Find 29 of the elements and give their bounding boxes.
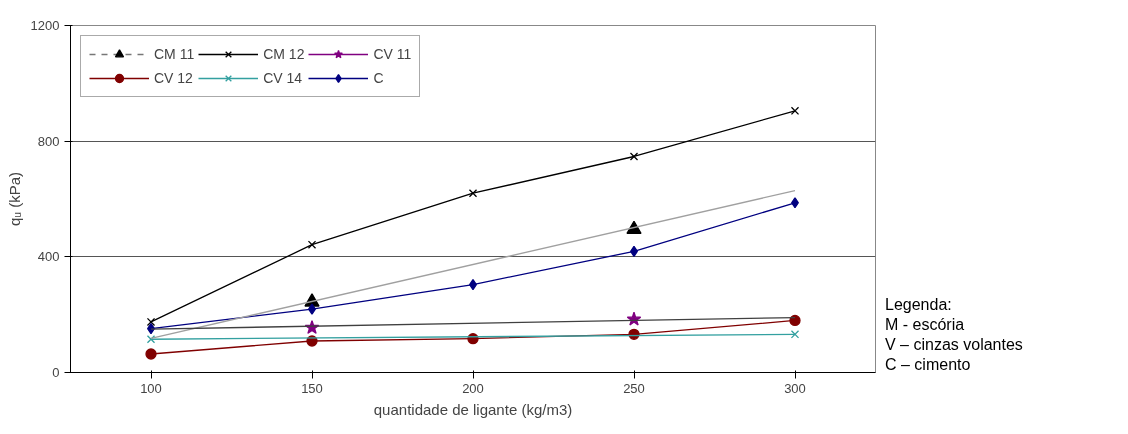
y-tick-label: 800 <box>37 133 60 149</box>
point <box>307 240 317 249</box>
legend-label: CM 11 <box>154 46 195 62</box>
text: M - escória <box>885 315 966 335</box>
text: V – cinzas volantes <box>885 335 1023 355</box>
point <box>146 335 156 344</box>
y-tick-label: 0 <box>52 365 60 380</box>
legend-label: CV 14 <box>263 70 303 86</box>
x-tick-label: 100 <box>140 380 162 396</box>
point <box>468 189 478 198</box>
y-axis-title: qᵤ (kPa) <box>5 171 23 227</box>
legend-label: CV 12 <box>154 70 193 86</box>
x-axis-title: quantidade de ligante (kg/m3) <box>373 400 573 418</box>
point <box>146 317 156 327</box>
x-tick-label: 300 <box>784 380 806 396</box>
legend-label: CM 12 <box>263 46 305 62</box>
point <box>145 348 157 360</box>
y-tick-label: 400 <box>37 249 60 265</box>
point <box>629 152 639 161</box>
x-tick-label: 150 <box>301 380 323 396</box>
point <box>790 106 800 115</box>
legend-label: CV 11 <box>373 46 412 62</box>
x-tick-label: 250 <box>623 380 645 396</box>
text: C – cimento <box>885 355 972 375</box>
y-tick-label: 1200 <box>30 18 60 33</box>
x-tick-label: 200 <box>462 380 484 396</box>
legend-label: C <box>373 70 385 86</box>
text: Legenda: <box>885 295 953 315</box>
point <box>789 314 801 327</box>
